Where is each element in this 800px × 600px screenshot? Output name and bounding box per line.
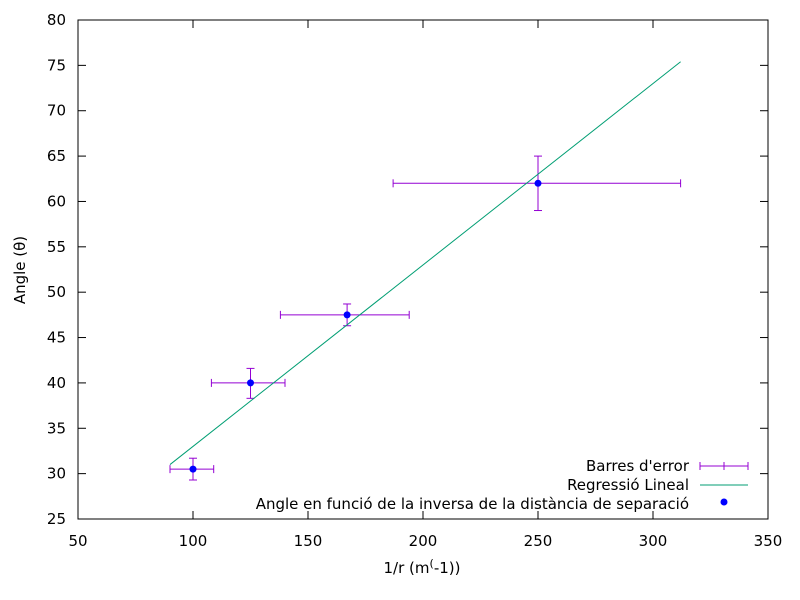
- data-point: [189, 465, 197, 473]
- y-tick-label: 50: [47, 283, 66, 301]
- legend-point: [720, 498, 728, 506]
- y-tick-label: 65: [47, 147, 66, 165]
- x-tick-label: 100: [179, 532, 208, 550]
- x-tick-label: 50: [68, 532, 87, 550]
- data-point: [343, 311, 351, 319]
- x-tick-label: 350: [754, 532, 783, 550]
- legend-swatch-errorbars: [699, 462, 749, 470]
- y-tick-label: 25: [47, 510, 66, 528]
- y-tick-label: 80: [47, 11, 66, 29]
- points-layer: [189, 179, 542, 473]
- errorbars-layer: [169, 155, 682, 481]
- data-point: [247, 379, 254, 387]
- plot-frame: [77, 19, 769, 520]
- x-tick-label: 200: [409, 532, 438, 550]
- axes-layer: [77, 19, 769, 520]
- y-tick-label: 75: [47, 56, 66, 74]
- y-tick-label: 55: [47, 238, 66, 256]
- legend-swatch-points: [720, 498, 728, 506]
- x-tick-label: 250: [524, 532, 553, 550]
- y-tick-label: 60: [47, 192, 66, 210]
- x-tick-label: 300: [639, 532, 668, 550]
- tick-labels-layer: 50 100 150 200 250 300 350 25 30 35 40 45 50 55 60 65 70…: [47, 11, 782, 550]
- regression-layer: [169, 61, 681, 465]
- x-axis-label: 1/r (m(-1)): [384, 557, 461, 577]
- y-tick-label: 70: [47, 102, 66, 120]
- regression-line: [169, 61, 681, 465]
- legend-label-errorbars: Barres d'error: [586, 457, 690, 475]
- ticks-layer: [77, 19, 769, 520]
- y-axis-label: Angle (θ): [11, 236, 29, 304]
- y-tick-label: 40: [47, 374, 66, 392]
- legend: Barres d'error Regressió Lineal Angle en…: [256, 457, 749, 513]
- data-point: [534, 179, 542, 187]
- legend-label-regression: Regressió Lineal: [567, 476, 689, 494]
- legend-label-points: Angle en funció de la inversa de la dist…: [256, 495, 689, 513]
- y-tick-label: 35: [47, 419, 66, 437]
- x-tick-label: 150: [294, 532, 323, 550]
- y-tick-label: 30: [47, 465, 66, 483]
- y-tick-label: 45: [47, 329, 66, 347]
